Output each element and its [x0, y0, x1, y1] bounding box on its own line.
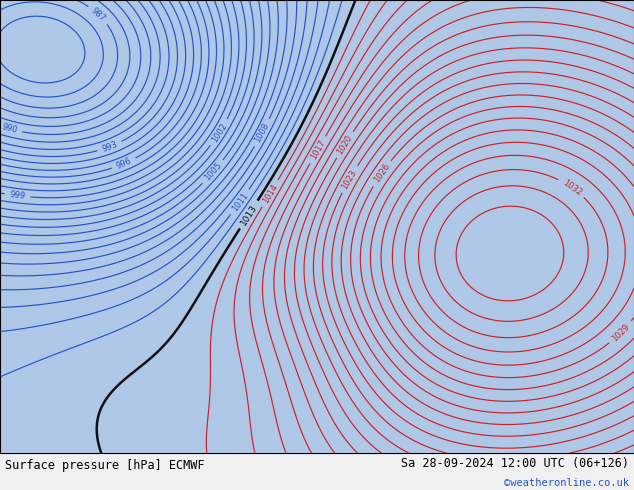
Text: 1032: 1032: [560, 178, 583, 197]
Text: 996: 996: [115, 156, 133, 171]
Text: 990: 990: [1, 122, 18, 135]
Text: 1020: 1020: [335, 133, 354, 156]
Text: 1013: 1013: [239, 202, 259, 227]
Text: 993: 993: [101, 140, 119, 154]
Text: 1023: 1023: [340, 168, 359, 191]
Text: 1002: 1002: [210, 121, 229, 144]
Text: Sa 28-09-2024 12:00 UTC (06+126): Sa 28-09-2024 12:00 UTC (06+126): [401, 457, 629, 470]
Text: Surface pressure [hPa] ECMWF: Surface pressure [hPa] ECMWF: [5, 459, 205, 471]
Text: ©weatheronline.co.uk: ©weatheronline.co.uk: [504, 478, 629, 489]
Text: 999: 999: [9, 190, 26, 201]
Text: 1014: 1014: [261, 182, 280, 204]
Text: 1005: 1005: [203, 161, 223, 183]
Text: 1017: 1017: [309, 138, 327, 161]
Text: 1011: 1011: [230, 191, 250, 213]
Text: 1008: 1008: [253, 122, 271, 144]
Text: 987: 987: [89, 6, 107, 24]
Text: 1026: 1026: [372, 162, 391, 185]
Text: 1029: 1029: [611, 322, 631, 343]
